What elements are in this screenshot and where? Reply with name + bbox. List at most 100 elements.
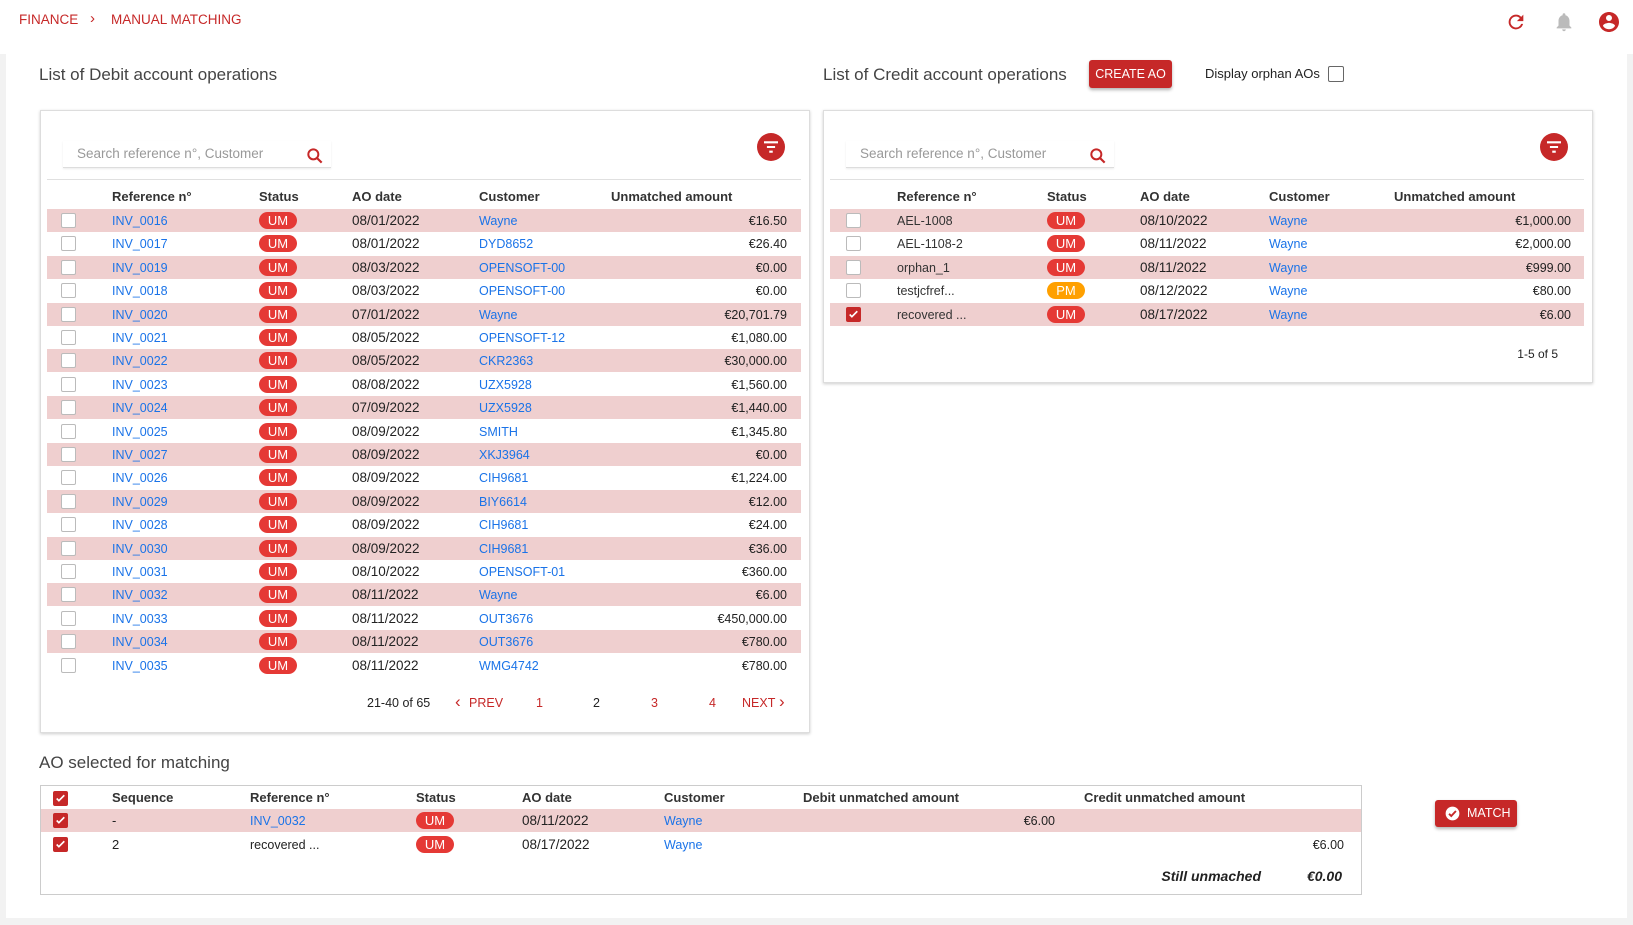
- table-row[interactable]: INV_0032 UM 08/11/2022 Wayne €6.00: [47, 583, 801, 607]
- customer-cell[interactable]: OUT3676: [479, 611, 534, 626]
- search-icon[interactable]: [305, 146, 325, 166]
- search-input[interactable]: [846, 141, 1114, 168]
- customer-cell[interactable]: Wayne: [664, 837, 703, 852]
- customer-cell[interactable]: Wayne: [1269, 214, 1308, 228]
- account-icon[interactable]: [1597, 10, 1621, 34]
- prev-button[interactable]: PREV: [469, 696, 504, 710]
- table-row[interactable]: AEL-1008 UM 08/10/2022 Wayne €1,000.00: [830, 209, 1584, 232]
- checkbox[interactable]: [61, 447, 76, 462]
- search-icon[interactable]: [1088, 146, 1108, 166]
- checkbox[interactable]: [61, 283, 76, 299]
- checkbox[interactable]: [846, 306, 861, 322]
- customer-cell[interactable]: XKJ3964: [479, 448, 530, 462]
- checkbox[interactable]: [61, 400, 76, 416]
- reference-cell[interactable]: INV_0019: [112, 260, 168, 275]
- customer-cell[interactable]: OPENSOFT-00: [479, 284, 566, 299]
- prev-icon[interactable]: ‹: [455, 692, 461, 711]
- reference-cell[interactable]: INV_0032: [250, 814, 306, 828]
- customer-cell[interactable]: Wayne: [479, 588, 518, 603]
- customer-cell[interactable]: Wayne: [479, 214, 518, 228]
- customer-cell[interactable]: OPENSOFT-01: [479, 565, 566, 579]
- page-button[interactable]: 4: [709, 696, 716, 710]
- customer-cell[interactable]: CIH9681: [479, 471, 529, 486]
- customer-cell[interactable]: OPENSOFT-12: [479, 331, 566, 345]
- checkbox[interactable]: [53, 791, 68, 806]
- customer-cell[interactable]: OPENSOFT-00: [479, 260, 566, 275]
- reference-cell[interactable]: INV_0017: [112, 237, 168, 252]
- checkbox[interactable]: [53, 813, 68, 828]
- reference-cell[interactable]: INV_0027: [112, 448, 168, 462]
- checkbox[interactable]: [1328, 66, 1344, 82]
- table-row[interactable]: INV_0030 UM 08/09/2022 CIH9681 €36.00: [47, 536, 801, 560]
- checkbox[interactable]: [53, 836, 68, 852]
- create-ao-button[interactable]: CREATE AO: [1089, 60, 1172, 88]
- customer-cell[interactable]: UZX5928: [479, 401, 532, 416]
- customer-cell[interactable]: Wayne: [1269, 284, 1308, 299]
- filter-button[interactable]: [757, 133, 785, 161]
- table-row[interactable]: INV_0029 UM 08/09/2022 BIY6614 €12.00: [47, 489, 801, 513]
- customer-cell[interactable]: Wayne: [664, 814, 703, 828]
- reference-cell[interactable]: INV_0018: [112, 284, 168, 299]
- table-row[interactable]: 2 recovered ... UM 08/17/2022 Wayne €6.00: [41, 832, 1361, 856]
- checkbox[interactable]: [61, 213, 76, 228]
- table-row[interactable]: INV_0016 UM 08/01/2022 Wayne €16.50: [47, 209, 801, 232]
- reference-cell[interactable]: INV_0021: [112, 331, 168, 345]
- customer-cell[interactable]: Wayne: [1269, 260, 1308, 275]
- checkbox[interactable]: [61, 540, 76, 556]
- customer-cell[interactable]: CKR2363: [479, 354, 534, 369]
- table-row[interactable]: INV_0024 UM 07/09/2022 UZX5928 €1,440.00: [47, 396, 801, 420]
- table-row[interactable]: INV_0022 UM 08/05/2022 CKR2363 €30,000.00: [47, 349, 801, 373]
- table-row[interactable]: INV_0021 UM 08/05/2022 OPENSOFT-12 €1,080.00: [47, 326, 801, 349]
- reference-cell[interactable]: INV_0035: [112, 658, 168, 673]
- table-row[interactable]: INV_0034 UM 08/11/2022 OUT3676 €780.00: [47, 630, 801, 654]
- customer-cell[interactable]: OUT3676: [479, 635, 534, 650]
- table-row[interactable]: INV_0025 UM 08/09/2022 SMITH €1,345.80: [47, 419, 801, 443]
- page-button[interactable]: 1: [536, 696, 543, 710]
- checkbox[interactable]: [61, 493, 76, 509]
- page-button[interactable]: 3: [651, 696, 658, 710]
- next-icon[interactable]: ›: [779, 692, 785, 711]
- table-row[interactable]: INV_0018 UM 08/03/2022 OPENSOFT-00 €0.00: [47, 279, 801, 303]
- checkbox[interactable]: [61, 236, 76, 252]
- table-row[interactable]: - INV_0032 UM 08/11/2022 Wayne €6.00: [41, 809, 1361, 832]
- reference-cell[interactable]: INV_0034: [112, 635, 168, 650]
- customer-cell[interactable]: Wayne: [1269, 307, 1308, 322]
- reference-cell[interactable]: INV_0022: [112, 354, 168, 369]
- table-row[interactable]: INV_0026 UM 08/09/2022 CIH9681 €1,224.00: [47, 466, 801, 490]
- notifications-icon[interactable]: [1553, 11, 1575, 33]
- reference-cell[interactable]: INV_0020: [112, 307, 168, 322]
- checkbox[interactable]: [61, 634, 76, 650]
- checkbox[interactable]: [61, 610, 76, 626]
- checkbox[interactable]: [61, 330, 76, 345]
- customer-cell[interactable]: UZX5928: [479, 377, 532, 392]
- checkbox[interactable]: [846, 283, 861, 299]
- table-row[interactable]: INV_0019 UM 08/03/2022 OPENSOFT-00 €0.00: [47, 255, 801, 279]
- reference-cell[interactable]: INV_0030: [112, 541, 168, 556]
- customer-cell[interactable]: Wayne: [479, 307, 518, 322]
- page-button[interactable]: 2: [593, 696, 600, 710]
- table-row[interactable]: INV_0020 UM 07/01/2022 Wayne €20,701.79: [47, 302, 801, 326]
- table-row[interactable]: INV_0023 UM 08/08/2022 UZX5928 €1,560.00: [47, 372, 801, 396]
- customer-cell[interactable]: CIH9681: [479, 518, 529, 533]
- next-button[interactable]: NEXT: [742, 696, 776, 710]
- table-row[interactable]: INV_0033 UM 08/11/2022 OUT3676 €450,000.00: [47, 606, 801, 630]
- reference-cell[interactable]: INV_0025: [112, 424, 168, 439]
- breadcrumb-item[interactable]: FINANCE: [19, 12, 79, 27]
- match-button[interactable]: MATCH: [1435, 800, 1517, 827]
- reference-cell[interactable]: INV_0023: [112, 377, 168, 392]
- table-row[interactable]: INV_0035 UM 08/11/2022 WMG4742 €780.00: [47, 653, 801, 677]
- checkbox[interactable]: [61, 517, 76, 533]
- table-row[interactable]: INV_0017 UM 08/01/2022 DYD8652 €26.40: [47, 232, 801, 256]
- customer-cell[interactable]: CIH9681: [479, 541, 529, 556]
- table-row[interactable]: testjcfref... PM 08/12/2022 Wayne €80.00: [830, 279, 1584, 303]
- reference-cell[interactable]: INV_0016: [112, 214, 168, 228]
- table-row[interactable]: INV_0031 UM 08/10/2022 OPENSOFT-01 €360.00: [47, 560, 801, 583]
- table-row[interactable]: AEL-1108-2 UM 08/11/2022 Wayne €2,000.00: [830, 232, 1584, 256]
- table-row[interactable]: INV_0027 UM 08/09/2022 XKJ3964 €0.00: [47, 443, 801, 466]
- checkbox[interactable]: [61, 353, 76, 369]
- checkbox[interactable]: [61, 564, 76, 579]
- table-row[interactable]: orphan_1 UM 08/11/2022 Wayne €999.00: [830, 255, 1584, 279]
- checkbox[interactable]: [846, 213, 861, 228]
- reference-cell[interactable]: INV_0033: [112, 611, 168, 626]
- reference-cell[interactable]: INV_0031: [112, 565, 168, 579]
